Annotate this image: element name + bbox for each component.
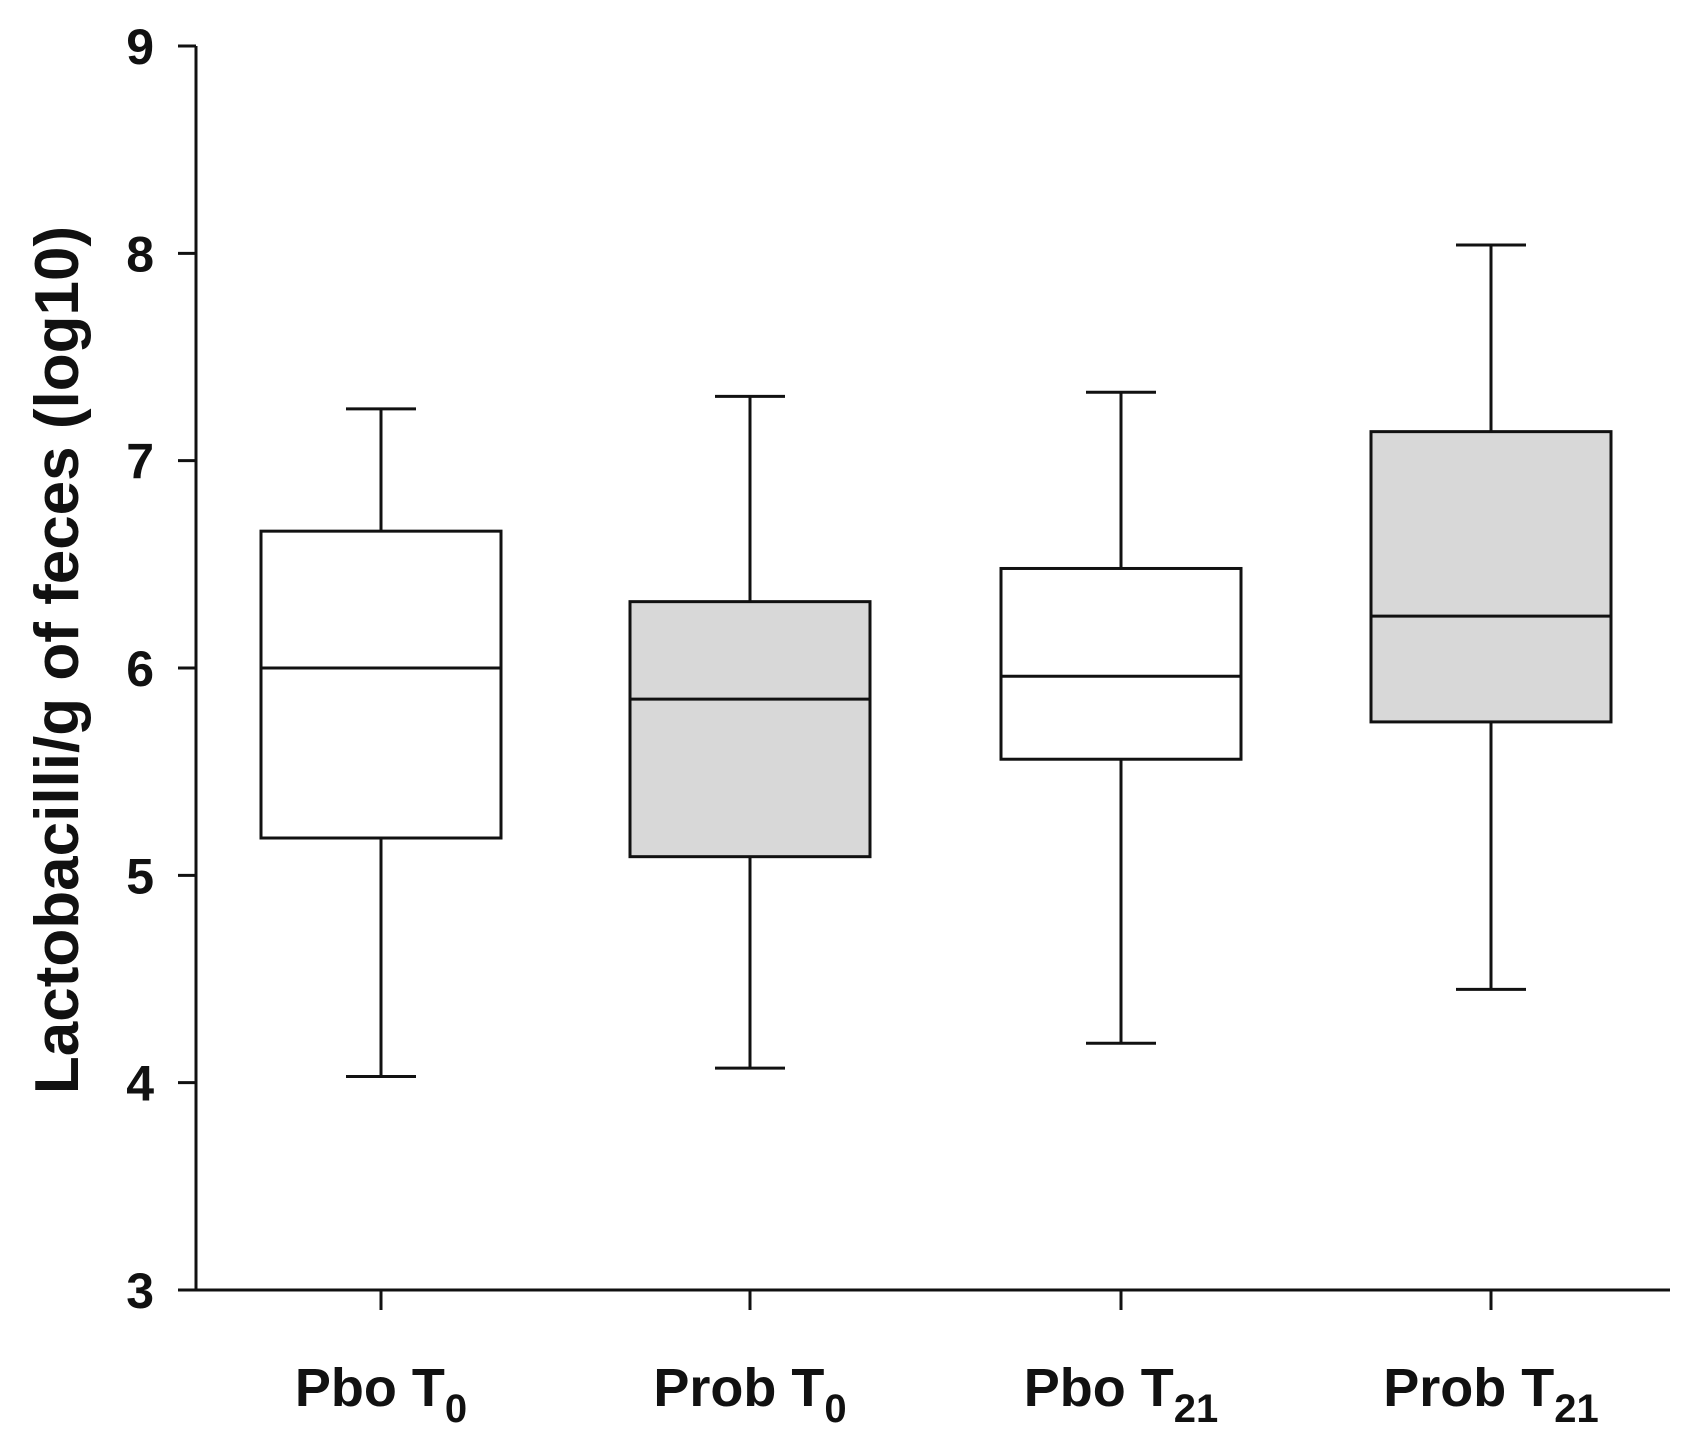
category-subscript: 0 xyxy=(445,1387,467,1431)
box-4 xyxy=(1369,243,1613,991)
y-tick-label: 6 xyxy=(126,641,154,697)
category-name: Pbo T xyxy=(1024,1358,1174,1418)
y-tick-label: 9 xyxy=(126,19,154,75)
box-2 xyxy=(628,394,872,1070)
boxes-group xyxy=(259,243,1613,1078)
y-tick-label: 4 xyxy=(126,1056,154,1112)
box-1 xyxy=(259,407,503,1078)
category-name: Prob T xyxy=(653,1358,824,1418)
y-axis-title: Lactobacilli/g of feces (log10) xyxy=(23,226,92,1094)
category-name: Pbo T xyxy=(295,1358,445,1418)
y-tick-label: 5 xyxy=(126,848,154,904)
axes: 3 4 5 6 7 8 9 xyxy=(126,19,1670,1319)
iqr-box xyxy=(628,600,872,859)
x-category-label: Pbo T0 xyxy=(295,1358,467,1431)
category-subscript: 21 xyxy=(1174,1387,1219,1431)
labels-group: Pbo T0 Prob T0 Pbo T21 Prob T21 xyxy=(295,1358,1599,1431)
category-subscript: 21 xyxy=(1554,1387,1599,1431)
category-name: Prob T xyxy=(1383,1358,1554,1418)
y-tick-label: 8 xyxy=(126,226,154,282)
y-tick-label: 7 xyxy=(126,434,154,490)
category-subscript: 0 xyxy=(824,1387,846,1431)
box-3 xyxy=(999,390,1243,1045)
x-category-label: Prob T21 xyxy=(1383,1358,1599,1431)
iqr-box xyxy=(1369,430,1613,724)
x-category-label: Prob T0 xyxy=(653,1358,846,1431)
iqr-box xyxy=(999,566,1243,761)
y-tick-label: 3 xyxy=(126,1263,154,1319)
x-category-label: Pbo T21 xyxy=(1024,1358,1218,1431)
iqr-box xyxy=(259,529,503,840)
